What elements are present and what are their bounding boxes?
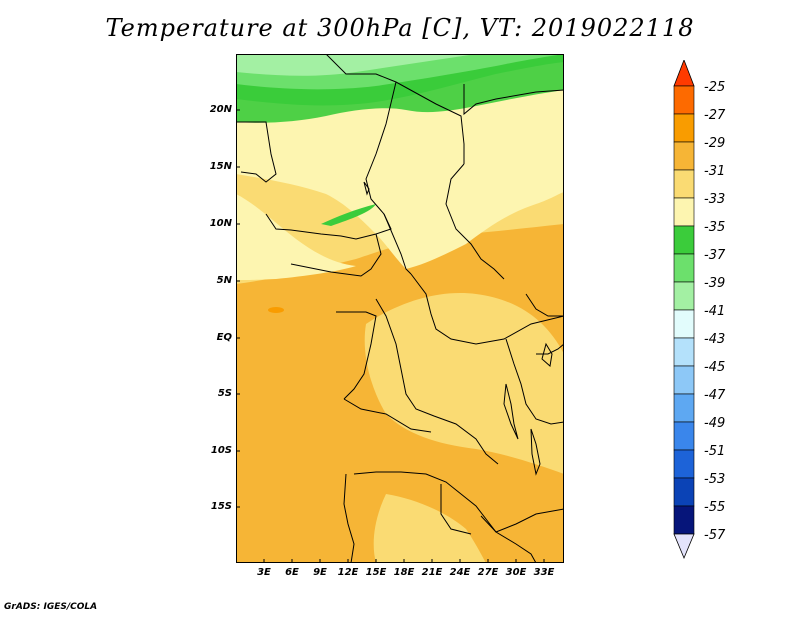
lat-label-5n: 5N bbox=[216, 275, 232, 286]
colorbar-swatch-6 bbox=[673, 225, 695, 255]
colorbar bbox=[673, 60, 695, 560]
lat-label-10n: 10N bbox=[209, 218, 232, 229]
colorbar-label: -47 bbox=[704, 388, 726, 403]
lon-label-21e: 21E bbox=[421, 567, 443, 578]
colorbar-swatch-14 bbox=[673, 449, 695, 479]
colorbar-swatch-12 bbox=[673, 393, 695, 423]
lon-label-24e: 24E bbox=[449, 567, 471, 578]
colorbar-label: -43 bbox=[704, 332, 726, 347]
colorbar-swatch-2 bbox=[673, 113, 695, 143]
colorbar-swatch-7 bbox=[673, 253, 695, 283]
lon-label-18e: 18E bbox=[393, 567, 415, 578]
colorbar-label: -57 bbox=[704, 528, 726, 543]
colorbar-swatch-4 bbox=[673, 169, 695, 199]
colorbar-label: -39 bbox=[704, 276, 726, 291]
colorbar-swatch-15 bbox=[673, 477, 695, 507]
lake-outlines bbox=[363, 181, 553, 476]
colorbar-label: -45 bbox=[704, 360, 726, 375]
colorbar-swatch-5 bbox=[673, 197, 695, 227]
lon-label-15e: 15E bbox=[365, 567, 387, 578]
map-panel bbox=[236, 54, 564, 563]
lon-label-12e: 12E bbox=[337, 567, 359, 578]
contour-band-minus39 bbox=[236, 54, 476, 76]
colorbar-label: -53 bbox=[704, 472, 726, 487]
lat-ticks bbox=[236, 109, 240, 508]
colorbar-label: -29 bbox=[704, 136, 726, 151]
colorbar-label: -33 bbox=[704, 192, 726, 207]
colorbar-swatch-16 bbox=[673, 505, 695, 535]
footer-credit: GrADS: IGES/COLA bbox=[4, 602, 98, 612]
lat-label-5s: 5S bbox=[217, 388, 232, 399]
colorbar-swatch-10 bbox=[673, 337, 695, 367]
colorbar-label: -25 bbox=[704, 80, 726, 95]
lat-label-20n: 20N bbox=[209, 104, 232, 115]
colorbar-swatch-9 bbox=[673, 309, 695, 339]
colorbar-label: -31 bbox=[704, 164, 726, 179]
lat-label-eq: EQ bbox=[216, 332, 232, 343]
colorbar-swatch-11 bbox=[673, 365, 695, 395]
contour-band-minus31-east bbox=[364, 293, 564, 474]
colorbar-label: -27 bbox=[704, 108, 726, 123]
colorbar-label: -49 bbox=[704, 416, 726, 431]
country-borders bbox=[236, 54, 564, 563]
map-frame bbox=[236, 54, 564, 563]
lat-label-15s: 15S bbox=[210, 501, 232, 512]
lon-label-6e: 6E bbox=[285, 567, 299, 578]
colorbar-label: -51 bbox=[704, 444, 726, 459]
lon-label-30e: 30E bbox=[505, 567, 527, 578]
colorbar-swatch-13 bbox=[673, 421, 695, 451]
lon-label-3e: 3E bbox=[257, 567, 271, 578]
lon-label-27e: 27E bbox=[477, 567, 499, 578]
lon-ticks bbox=[263, 559, 545, 563]
colorbar-swatch-bottom-arrow bbox=[673, 533, 695, 560]
contour-band-minus29-spot bbox=[268, 307, 284, 313]
chart-title: Temperature at 300hPa [C], VT: 201902211… bbox=[105, 14, 695, 42]
colorbar-label: -55 bbox=[704, 500, 726, 515]
colorbar-swatch-top-arrow bbox=[673, 60, 695, 87]
contour-band-minus31-south bbox=[373, 494, 486, 563]
contour-band-minus35-streak bbox=[321, 204, 376, 226]
colorbar-label: -37 bbox=[704, 248, 726, 263]
temperature-map bbox=[236, 54, 564, 563]
contour-band-minus33-west bbox=[236, 194, 356, 280]
lon-label-9e: 9E bbox=[313, 567, 327, 578]
lat-label-10s: 10S bbox=[210, 445, 232, 456]
colorbar-swatch-1 bbox=[673, 85, 695, 115]
colorbar-swatch-3 bbox=[673, 141, 695, 171]
colorbar-label: -35 bbox=[704, 220, 726, 235]
colorbar-label: -41 bbox=[704, 304, 726, 319]
lat-label-15n: 15N bbox=[209, 161, 232, 172]
colorbar-swatch-8 bbox=[673, 281, 695, 311]
lon-label-33e: 33E bbox=[533, 567, 555, 578]
